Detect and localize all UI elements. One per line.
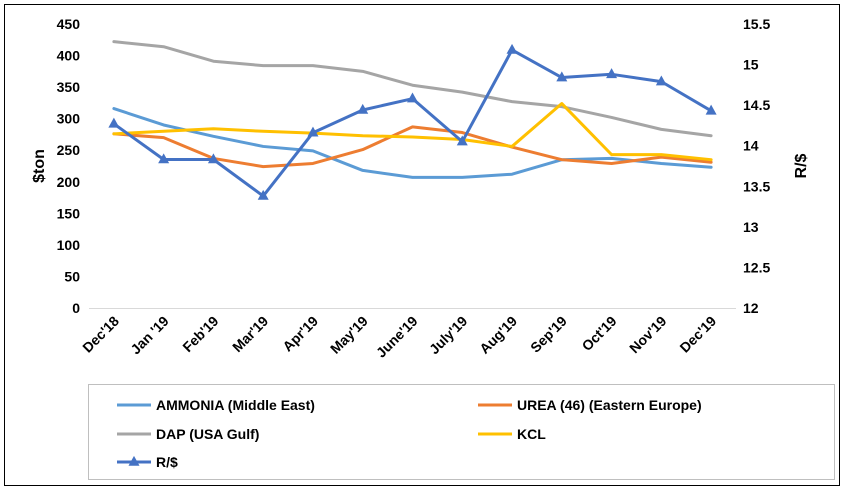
y-axis-title: $ton <box>31 149 48 183</box>
y-tick-label: 200 <box>57 174 81 190</box>
y-tick-label: 400 <box>57 48 81 64</box>
y2-axis-title: R/$ <box>793 153 810 178</box>
legend-label: KCL <box>517 426 546 442</box>
y2-tick-label: 12.5 <box>743 259 770 275</box>
y-tick-label: 250 <box>57 142 81 158</box>
y-tick-label: 50 <box>64 268 80 284</box>
y2-tick-label: 13 <box>743 219 759 235</box>
y2-tick-label: 14 <box>743 138 759 154</box>
y-tick-label: 100 <box>57 237 81 253</box>
y-tick-label: 450 <box>57 16 81 32</box>
y2-tick-label: 15.5 <box>743 16 770 32</box>
y-tick-label: 300 <box>57 111 81 127</box>
y2-tick-label: 14.5 <box>743 97 770 113</box>
legend-label: UREA (46) (Eastern Europe) <box>517 397 702 413</box>
legend-label: R/$ <box>156 454 178 470</box>
y2-tick-label: 15 <box>743 57 759 73</box>
legend-label: DAP (USA Gulf) <box>156 426 259 442</box>
legend-label: AMMONIA (Middle East) <box>156 397 315 413</box>
y2-tick-label: 13.5 <box>743 178 770 194</box>
y-tick-label: 150 <box>57 205 81 221</box>
y2-tick-label: 12 <box>743 300 759 316</box>
y-tick-label: 0 <box>72 300 80 316</box>
y-tick-label: 350 <box>57 79 81 95</box>
